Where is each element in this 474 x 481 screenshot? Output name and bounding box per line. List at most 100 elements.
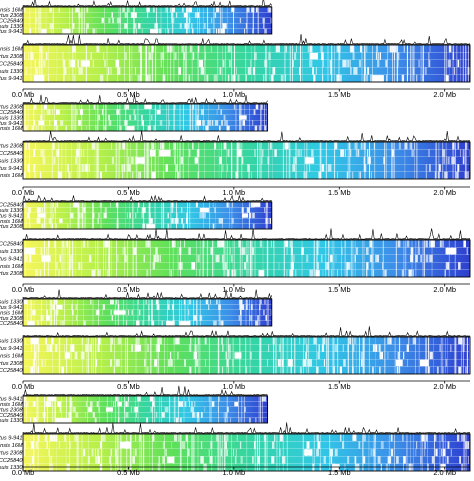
gap-stripe	[358, 59, 362, 68]
gap-stripe	[246, 207, 250, 213]
gap-stripe	[349, 59, 351, 68]
gap-stripe	[220, 448, 222, 457]
gap-stripe	[252, 120, 254, 126]
gap-stripe	[153, 125, 156, 131]
gap-stripe	[92, 337, 94, 374]
gap-stripe	[185, 218, 188, 224]
gap-stripe	[249, 351, 252, 360]
gap-stripe	[240, 456, 243, 464]
gap-stripe	[60, 320, 62, 326]
gap-stripe	[309, 269, 314, 277]
gap-stripe	[468, 456, 469, 464]
gap-stripe	[38, 337, 39, 374]
gap-stripe	[104, 207, 107, 213]
gap-stripe	[169, 7, 172, 13]
gap-stripe	[71, 104, 73, 131]
gap-stripe	[226, 202, 229, 208]
gap-stripe	[97, 344, 100, 352]
gap-stripe	[239, 309, 242, 316]
gap-stripe	[78, 104, 80, 110]
gap-stripe	[90, 52, 92, 60]
gap-stripe	[170, 45, 172, 82]
gap-stripe	[142, 434, 144, 471]
gap-stripe	[128, 164, 132, 172]
gap-stripe	[46, 309, 48, 316]
genome-label: B. abortus 9-941	[0, 76, 23, 82]
gap-stripe	[72, 45, 76, 53]
gap-stripe	[63, 67, 67, 75]
gap-stripe	[113, 366, 116, 374]
gap-stripe	[119, 125, 122, 131]
gap-stripe	[95, 359, 98, 367]
gap-stripe	[58, 142, 59, 179]
gap-block	[37, 213, 46, 218]
gap-stripe	[405, 240, 407, 277]
gap-stripe	[363, 156, 365, 165]
gap-stripe	[265, 45, 267, 82]
gap-stripe	[291, 240, 293, 277]
gap-stripe	[165, 164, 168, 172]
panel-1-small-gap-stripes	[23, 7, 274, 34]
gap-stripe	[184, 240, 186, 248]
gap-stripe	[420, 254, 422, 263]
gap-stripe	[34, 337, 35, 374]
gap-stripe	[280, 337, 282, 374]
gap-stripe	[87, 456, 90, 464]
gap-stripe	[241, 240, 243, 277]
gap-stripe	[280, 74, 283, 82]
gap-stripe	[62, 240, 65, 248]
gap-stripe	[79, 109, 84, 115]
gap-stripe	[48, 45, 49, 82]
gap-stripe	[200, 441, 203, 449]
gap-stripe	[46, 109, 51, 115]
gap-stripe	[348, 142, 351, 150]
gap-stripe	[146, 417, 149, 423]
gap-stripe	[161, 142, 164, 150]
gap-stripe	[308, 359, 313, 367]
gap-stripe	[244, 28, 246, 34]
gap-stripe	[42, 156, 46, 165]
gap-stripe	[444, 171, 448, 179]
gap-stripe	[132, 171, 134, 179]
gap-stripe	[72, 406, 75, 413]
gap-stripe	[225, 351, 228, 360]
panel-1-large-gap-stripes	[24, 45, 471, 82]
gap-stripe	[205, 299, 209, 305]
gap-stripe	[403, 45, 405, 53]
gap-stripe	[342, 149, 344, 157]
gap-stripe	[271, 456, 273, 464]
gap-stripe	[107, 74, 109, 82]
gap-stripe	[172, 240, 176, 248]
gap-stripe	[41, 359, 43, 367]
gap-stripe	[67, 223, 69, 229]
gap-stripe	[34, 104, 37, 110]
gap-stripe	[346, 262, 351, 270]
gap-stripe	[233, 269, 237, 277]
gap-stripe	[95, 240, 96, 277]
gap-stripe	[71, 7, 73, 34]
gap-block	[166, 456, 174, 464]
gap-stripe	[337, 269, 338, 277]
gap-stripe	[178, 45, 179, 82]
gap-stripe	[451, 156, 456, 165]
gap-stripe	[231, 269, 234, 277]
axis-tick-label: 2.0 Mb	[433, 188, 456, 197]
gap-block	[445, 75, 449, 82]
gap-stripe	[178, 262, 183, 270]
gap-stripe	[327, 164, 332, 172]
gap-stripe	[290, 337, 292, 374]
gap-stripe	[161, 202, 163, 229]
gap-stripe	[226, 240, 228, 277]
gap-block	[156, 109, 161, 115]
gap-stripe	[225, 441, 227, 449]
gap-stripe	[331, 337, 333, 374]
genome-label: B. suis 1330	[0, 69, 23, 75]
gap-stripe	[355, 247, 359, 255]
gap-stripe	[49, 299, 51, 326]
gap-stripe	[424, 67, 427, 75]
gap-stripe	[181, 441, 186, 449]
gap-stripe	[255, 104, 259, 110]
gap-stripe	[96, 142, 98, 179]
gap-stripe	[249, 104, 250, 131]
gap-stripe	[448, 45, 452, 53]
